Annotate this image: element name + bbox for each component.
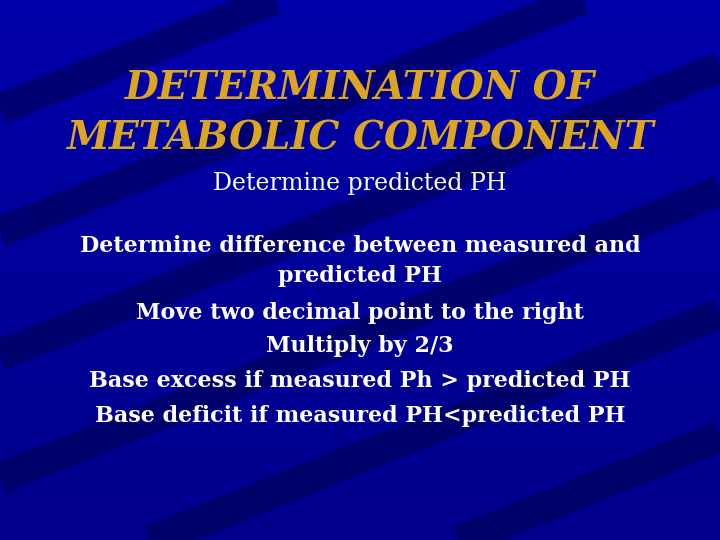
Bar	[0, 357, 720, 364]
Bar	[0, 100, 720, 108]
Bar	[0, 73, 720, 81]
Text: Move two decimal point to the right: Move two decimal point to the right	[136, 302, 584, 324]
Bar	[0, 316, 720, 324]
Bar	[0, 404, 720, 411]
Bar	[0, 53, 720, 60]
Bar	[0, 147, 720, 156]
Bar	[0, 46, 720, 54]
Bar	[0, 181, 720, 189]
Bar	[0, 519, 720, 526]
Bar	[0, 417, 720, 426]
Text: METABOLIC COMPONENT: METABOLIC COMPONENT	[66, 120, 654, 158]
Bar	[0, 451, 720, 459]
Bar	[0, 303, 720, 310]
Bar	[0, 0, 720, 6]
Bar	[0, 39, 720, 47]
Bar	[0, 363, 720, 372]
Bar	[0, 188, 720, 195]
Bar	[0, 93, 720, 102]
Bar	[0, 323, 720, 330]
Bar	[0, 154, 720, 162]
Bar	[0, 390, 720, 399]
Bar	[0, 222, 720, 230]
Bar	[0, 343, 720, 351]
Bar	[0, 60, 720, 68]
Bar	[0, 161, 720, 168]
Bar	[0, 141, 720, 148]
Bar	[0, 107, 720, 115]
Bar	[0, 33, 720, 40]
Bar	[0, 201, 720, 209]
Bar	[0, 66, 720, 74]
Bar	[0, 492, 720, 500]
Bar	[0, 262, 720, 270]
Bar	[0, 19, 720, 27]
Bar	[0, 505, 720, 513]
Bar	[0, 397, 720, 405]
Text: DETERMINATION OF: DETERMINATION OF	[125, 70, 595, 108]
Bar	[0, 276, 720, 284]
Bar	[0, 282, 720, 291]
Bar	[0, 215, 720, 222]
Bar	[0, 208, 720, 216]
Bar	[0, 289, 720, 297]
Bar	[0, 370, 720, 378]
Bar	[0, 350, 720, 357]
Bar	[0, 512, 720, 519]
Bar	[0, 228, 720, 237]
Bar	[0, 424, 720, 432]
Bar	[0, 235, 720, 243]
Bar	[0, 465, 720, 472]
Bar	[0, 6, 720, 14]
Bar	[0, 269, 720, 276]
Text: Base deficit if measured PH<predicted PH: Base deficit if measured PH<predicted PH	[95, 405, 625, 427]
Text: Multiply by 2/3: Multiply by 2/3	[266, 335, 454, 357]
Bar	[0, 134, 720, 141]
Bar	[0, 485, 720, 492]
Bar	[0, 444, 720, 453]
Bar	[0, 532, 720, 540]
Bar	[0, 127, 720, 135]
Bar	[0, 80, 720, 87]
Bar	[0, 336, 720, 345]
Bar	[0, 438, 720, 446]
Bar	[0, 377, 720, 384]
Bar	[0, 114, 720, 122]
Bar	[0, 411, 720, 418]
Bar	[0, 26, 720, 33]
Bar	[0, 330, 720, 338]
Bar	[0, 174, 720, 183]
Text: Determine difference between measured and: Determine difference between measured an…	[80, 235, 640, 257]
Bar	[0, 309, 720, 317]
Bar	[0, 120, 720, 128]
Bar	[0, 195, 720, 202]
Bar	[0, 478, 720, 486]
Text: predicted PH: predicted PH	[278, 265, 442, 287]
Bar	[0, 384, 720, 392]
Bar	[0, 498, 720, 507]
Bar	[0, 471, 720, 480]
Bar	[0, 458, 720, 465]
Bar	[0, 242, 720, 249]
Bar	[0, 296, 720, 303]
Text: Base excess if measured Ph > predicted PH: Base excess if measured Ph > predicted P…	[89, 370, 631, 392]
Bar	[0, 255, 720, 263]
Bar	[0, 525, 720, 534]
Bar	[0, 168, 720, 176]
Text: Determine predicted PH: Determine predicted PH	[213, 172, 507, 195]
Bar	[0, 12, 720, 20]
Bar	[0, 431, 720, 438]
Bar	[0, 249, 720, 256]
Bar	[0, 87, 720, 94]
